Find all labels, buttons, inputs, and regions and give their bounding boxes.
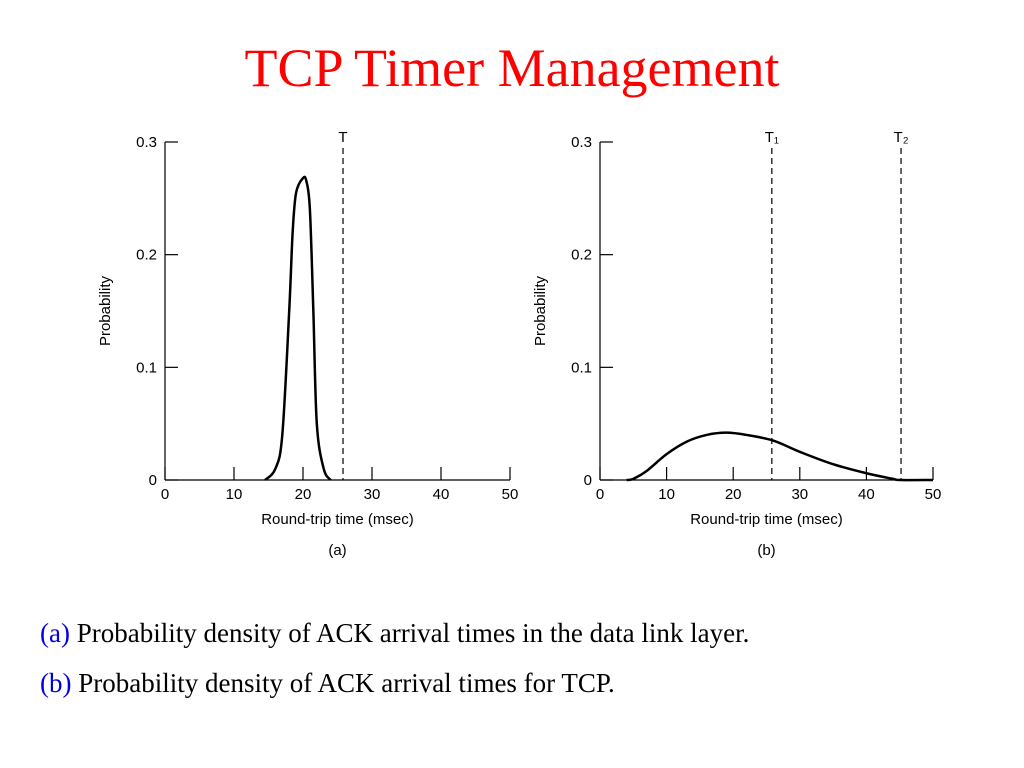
y-tick-label: 0 [584, 472, 592, 489]
caption-text: Probability density of ACK arrival times… [78, 668, 615, 698]
timeout-label: T₁ [765, 129, 779, 146]
y-tick-label: 0.3 [136, 134, 157, 151]
chart-caption: (b) [757, 542, 775, 559]
y-tick-label: 0.3 [571, 134, 592, 151]
x-tick-label: 20 [295, 486, 312, 503]
x-tick-label: 40 [858, 486, 875, 503]
x-tick-label: 20 [725, 486, 742, 503]
charts: TCP Timer Management 0 0.1 0.2 0.3 0 10 20 30 40… [97, 38, 942, 559]
y-axis-label: Probability [532, 275, 549, 346]
y-axis-label: Probability [97, 275, 114, 346]
timeout-label: T₂ [894, 129, 909, 146]
x-tick-label: 50 [502, 486, 519, 503]
x-axis-label: Round-trip time (msec) [261, 511, 414, 528]
caption-label: (b) [40, 668, 72, 698]
x-tick-label: 0 [596, 486, 604, 503]
curve [264, 175, 332, 481]
y-tick-label: 0.2 [571, 247, 592, 264]
y-tick-label: 0.1 [136, 359, 157, 376]
x-axis-label: Round-trip time (msec) [690, 511, 843, 528]
x-tick-label: 40 [433, 486, 450, 503]
x-tick-label: 0 [161, 486, 169, 503]
chart-caption: (a) [328, 542, 346, 559]
slide-title: TCP Timer Management [245, 38, 780, 98]
x-tick-label: 30 [364, 486, 381, 503]
x-tick-label: 10 [226, 486, 243, 503]
x-tick-label: 10 [658, 486, 675, 503]
caption: (b) Probability density of ACK arrival t… [40, 668, 615, 699]
y-tick-label: 0.1 [571, 359, 592, 376]
x-tick-label: 50 [925, 486, 942, 503]
caption: (a) Probability density of ACK arrival t… [40, 618, 749, 649]
y-tick-label: 0.2 [136, 247, 157, 264]
caption-text: Probability density of ACK arrival times… [76, 618, 750, 648]
y-tick-label: 0 [149, 472, 157, 489]
timeout-label: T [338, 129, 347, 146]
x-tick-label: 30 [791, 486, 808, 503]
curve [626, 431, 934, 482]
caption-label: (a) [40, 618, 70, 648]
